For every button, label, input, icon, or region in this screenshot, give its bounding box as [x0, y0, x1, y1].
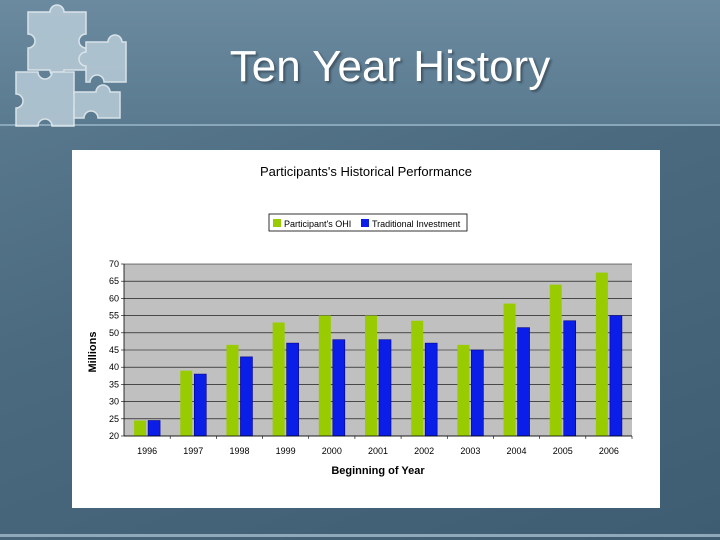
bar-participant — [411, 320, 424, 436]
bar-participant — [318, 315, 331, 436]
y-tick-label: 50 — [109, 328, 119, 338]
bar-participant — [365, 315, 377, 436]
y-tick-label: 55 — [109, 311, 119, 321]
x-tick-label: 2000 — [322, 446, 342, 456]
legend-label-traditional: Traditional Investment — [372, 219, 461, 229]
y-tick-label: 30 — [109, 397, 119, 407]
x-tick-label: 1996 — [137, 446, 157, 456]
footer-divider — [0, 534, 720, 537]
header-divider — [0, 124, 720, 126]
x-tick-label: 2005 — [553, 446, 573, 456]
y-tick-label: 65 — [109, 276, 119, 286]
bar-participant — [180, 370, 193, 436]
bar-traditional — [378, 339, 392, 437]
bar-participant — [226, 344, 239, 436]
bar-traditional — [240, 356, 253, 437]
bars — [134, 272, 623, 437]
bar-participant — [503, 303, 516, 436]
y-axis-label: Millions — [87, 332, 99, 373]
puzzle-pieces-icon — [15, 4, 127, 127]
legend-swatch-participant — [273, 219, 281, 227]
bar-participant — [549, 284, 562, 436]
bar-participant — [457, 344, 470, 436]
x-tick-label: 2006 — [599, 446, 619, 456]
slide-title: Ten Year History — [229, 42, 551, 91]
bar-participant — [272, 322, 285, 436]
x-tick-label: 1997 — [183, 446, 203, 456]
legend-swatch-traditional — [361, 219, 369, 227]
y-tick-label: 45 — [109, 345, 119, 355]
chart-title: Participants's Historical Performance — [260, 164, 472, 179]
bar-traditional — [193, 373, 207, 437]
y-tick-labels: 70 65 60 55 50 45 40 35 30 25 20 — [109, 259, 124, 441]
legend-label-participant: Participant's OHI — [284, 219, 351, 229]
x-tick-label: 2002 — [414, 446, 434, 456]
bar-participant — [595, 272, 608, 436]
bar-traditional — [147, 420, 161, 437]
x-tick-label: 2001 — [368, 446, 388, 456]
bar-chart: Participants's Historical Performance Pa… — [87, 164, 633, 477]
x-tick-label: 2003 — [460, 446, 480, 456]
y-tick-label: 40 — [109, 362, 119, 372]
bar-traditional — [286, 342, 299, 437]
chart-legend: Participant's OHI Traditional Investment — [268, 213, 468, 232]
y-tick-label: 70 — [109, 259, 119, 269]
y-tick-label: 60 — [109, 293, 119, 303]
y-tick-label: 20 — [109, 431, 119, 441]
y-tick-label: 35 — [109, 379, 119, 389]
bar-traditional — [563, 320, 577, 437]
chart-panel: Participants's Historical Performance Pa… — [72, 150, 660, 508]
x-axis-label: Beginning of Year — [331, 465, 425, 477]
bar-traditional — [471, 349, 484, 437]
bar-traditional — [332, 339, 346, 437]
x-tick-label: 1998 — [229, 446, 249, 456]
x-tick-labels: 1996 1997 1998 1999 2000 2001 2002 2003 2004 2005… — [137, 436, 633, 456]
bar-traditional — [517, 327, 530, 437]
x-tick-label: 2004 — [507, 446, 527, 456]
bar-traditional — [609, 315, 623, 437]
y-tick-label: 25 — [109, 414, 119, 424]
bar-participant — [134, 420, 147, 436]
bar-traditional — [424, 342, 438, 437]
x-tick-label: 1999 — [276, 446, 296, 456]
